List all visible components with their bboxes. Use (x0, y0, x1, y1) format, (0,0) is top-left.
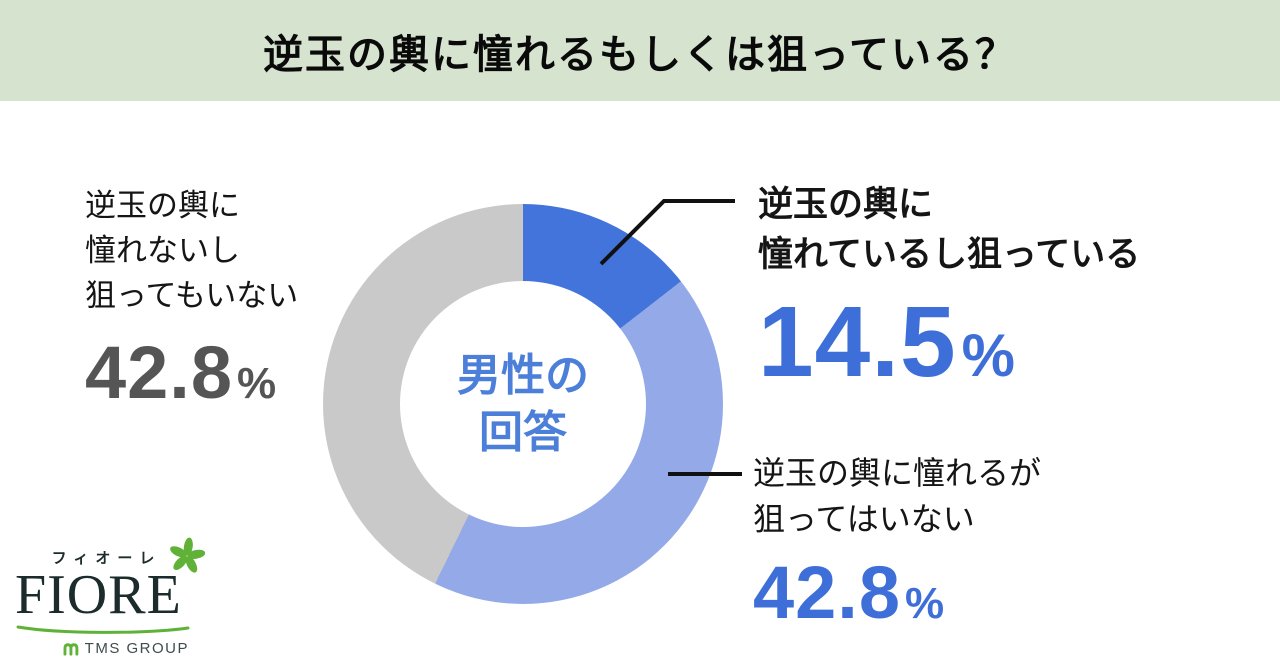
donut-chart: 男性の 回答 (323, 204, 723, 604)
logo-swoosh-icon (16, 625, 190, 634)
callout-admiring-not-aiming: 逆玉の輿に憧れるが 狙ってはいない 42.8 % (753, 450, 1041, 630)
flower-icon (170, 537, 205, 573)
callout-label-line: 狙ってはいない (753, 501, 975, 537)
callout-label-line: 逆玉の輿に (758, 185, 934, 224)
callout-value: 14.5 % (758, 292, 1140, 392)
percent-value: 42.8 (85, 331, 234, 414)
page-title: 逆玉の輿に憧れるもしくは狙っている？ (263, 32, 1017, 77)
callout-label-line: 憧れないし (85, 233, 240, 268)
callout-not-admiring-not-aiming: 逆玉の輿に 憧れないし 狙ってもいない 42.8 % (85, 183, 298, 410)
donut-hole: 男性の 回答 (400, 281, 646, 527)
callout-admiring-and-aiming: 逆玉の輿に 憧れているし狙っている 14.5 % (758, 180, 1140, 392)
callout-label-line: 逆玉の輿に憧れるが (753, 455, 1042, 491)
percent-sign: % (237, 359, 277, 408)
center-label-line: 男性の (457, 351, 589, 400)
callout-label-line: 憧れているし狙っている (758, 235, 1141, 274)
logo-group-name: TMS GROUP (84, 640, 189, 657)
logo-wordmark: FIORE (15, 564, 182, 626)
header: 逆玉の輿に憧れるもしくは狙っている？ (0, 0, 1280, 101)
percent-value: 42.8 (753, 551, 902, 634)
callout-value: 42.8 % (85, 336, 298, 410)
center-label-line: 回答 (479, 408, 567, 457)
fiore-logo: フィオーレ FIORE TM (15, 537, 205, 657)
logo-katakana: フィオーレ (51, 550, 162, 567)
percent-sign: % (905, 579, 945, 628)
donut-center-label: 男性の 回答 (457, 347, 589, 461)
percent-value: 14.5 (758, 286, 957, 398)
callout-label-line: 逆玉の輿に (85, 188, 240, 223)
tms-group-icon (63, 642, 78, 656)
percent-sign: % (961, 322, 1015, 389)
callout-label-line: 狙ってもいない (85, 278, 299, 313)
callout-value: 42.8 % (753, 556, 1041, 630)
